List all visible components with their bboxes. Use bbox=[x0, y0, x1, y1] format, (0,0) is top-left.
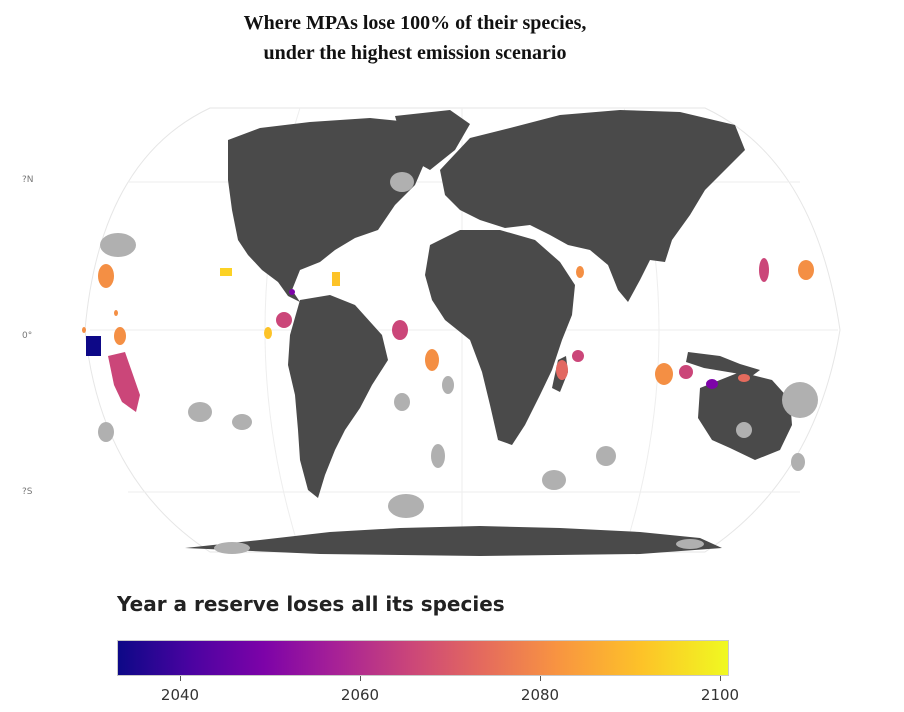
lat-label-north: ?N bbox=[22, 175, 34, 185]
mpa-2065-panama bbox=[276, 312, 292, 328]
colorbar-tick-label: 2060 bbox=[340, 686, 380, 704]
land-australia bbox=[698, 372, 792, 460]
mpa-tasman bbox=[736, 422, 752, 438]
mpa-2080-hawaii bbox=[98, 264, 114, 288]
land-south-america bbox=[288, 295, 388, 498]
mpa-2080-mid-pacific bbox=[82, 327, 86, 333]
land-antarctica bbox=[185, 526, 722, 556]
mpa-north-pacific bbox=[100, 233, 136, 257]
mpa-north-atlantic bbox=[390, 172, 414, 192]
land-greenland bbox=[395, 110, 470, 170]
title-line-1: Where MPAs lose 100% of their species, bbox=[243, 12, 587, 34]
colorbar-tick-label: 2100 bbox=[700, 686, 740, 704]
colorbar-tick-mark bbox=[720, 676, 721, 681]
mpa-2062-micronesia bbox=[759, 258, 769, 282]
mpa-2080-ascension bbox=[425, 349, 439, 371]
mpa-2070-coral bbox=[738, 374, 750, 382]
mpa-south-atlantic bbox=[442, 376, 454, 394]
mpa-south-pacific-2 bbox=[232, 414, 252, 430]
land bbox=[185, 110, 792, 556]
mpa-coral-sea bbox=[782, 382, 818, 418]
mpa-2062-atlantic bbox=[392, 320, 408, 340]
mpa-2095-gulf bbox=[220, 268, 232, 276]
mpa-no-total-loss bbox=[98, 172, 818, 554]
title-line-2: under the highest emission scenario bbox=[263, 42, 567, 64]
mpa-2080-pacific bbox=[114, 327, 126, 345]
mpa-new-zealand bbox=[791, 453, 805, 471]
colorbar-tick-label: 2080 bbox=[520, 686, 560, 704]
lat-label-equator: 0° bbox=[22, 331, 32, 341]
map-title: Where MPAs lose 100% of their species, u… bbox=[0, 8, 830, 68]
land-eurasia bbox=[440, 110, 745, 302]
colorbar-tick-mark bbox=[360, 676, 361, 681]
mpa-tristan bbox=[431, 444, 445, 468]
mpa-total-loss bbox=[82, 258, 814, 412]
colorbar-tick-mark bbox=[540, 676, 541, 681]
mpa-2080-north-pacific-west bbox=[798, 260, 814, 280]
land-north-america bbox=[228, 118, 430, 302]
mpa-2080-indian bbox=[655, 363, 673, 385]
colorbar bbox=[117, 640, 729, 676]
colorbar-tick-mark bbox=[180, 676, 181, 681]
mpa-south-pacific-3 bbox=[98, 422, 114, 442]
mpa-2080-east-pacific bbox=[114, 310, 118, 316]
mpa-antarctic-shelf-2 bbox=[676, 539, 704, 549]
mpa-southern-ocean-2 bbox=[542, 470, 566, 490]
mpa-2033 bbox=[86, 336, 101, 356]
lat-label-south: ?S bbox=[22, 487, 33, 497]
mpa-mid-atlantic bbox=[394, 393, 410, 411]
mpa-2065-timor bbox=[679, 365, 693, 379]
land-africa bbox=[425, 230, 575, 445]
mpa-2090-galapagos bbox=[264, 327, 272, 339]
mpa-antarctic-shelf-1 bbox=[214, 542, 250, 554]
mpa-south-pacific-1 bbox=[188, 402, 212, 422]
mpa-2090-caribbean bbox=[332, 272, 340, 286]
mpa-southern-ocean-1 bbox=[388, 494, 424, 518]
mpa-2048-indonesia bbox=[706, 379, 718, 389]
world-map: ?N 0° ?S bbox=[22, 107, 841, 556]
mpa-2050-caribbean bbox=[289, 289, 295, 295]
colorbar-tick-label: 2040 bbox=[160, 686, 200, 704]
legend-title: Year a reserve loses all its species bbox=[117, 592, 505, 616]
land-indonesia bbox=[686, 352, 760, 376]
mpa-indian-south bbox=[596, 446, 616, 466]
mpa-2062-seychelles bbox=[572, 350, 584, 362]
mpa-2065-pacific bbox=[108, 352, 140, 412]
mpa-2080-arabia bbox=[576, 266, 584, 278]
mpa-2068-east-africa bbox=[556, 360, 568, 380]
